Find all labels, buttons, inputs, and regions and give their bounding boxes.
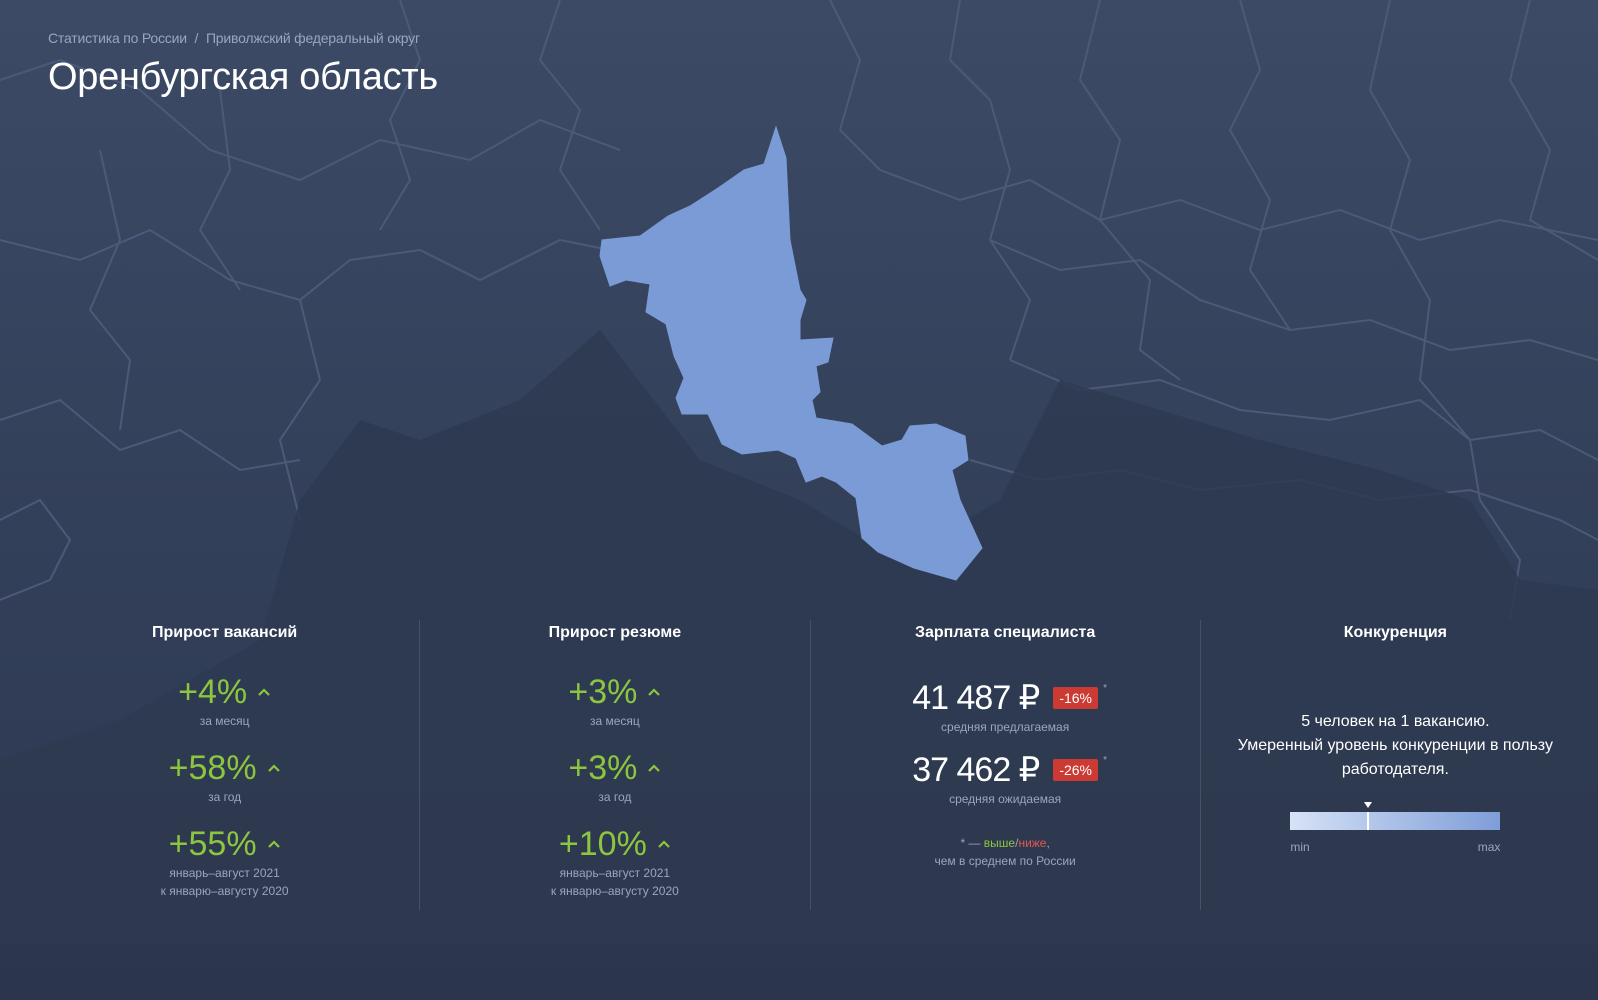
vacancies-period-label-line1: январь–август 2021 <box>169 866 280 880</box>
scale-min-label: min <box>1290 840 1310 854</box>
vacancies-title: Прирост вакансий <box>151 624 298 641</box>
footnote-lower: ниже <box>1018 836 1047 850</box>
competition-title: Конкуренция <box>1343 624 1447 641</box>
vacancies-period: +55% январь–август 2021 к январю–августу… <box>30 824 419 900</box>
salary-offered-label: средняя предлагаемая <box>941 720 1070 734</box>
salary-expected-star: * <box>1103 755 1107 766</box>
salary-footnote: * — выше/ниже, чем в среднем по России <box>811 834 1200 870</box>
vacancies-period-value: +55% <box>168 825 257 863</box>
competition-scale: min max <box>1290 802 1501 854</box>
salary-offered: 41 487 ₽ -16% * средняя предлагаемая <box>811 678 1200 736</box>
vacancies-column: Прирост вакансий +4% за месяц +58% за го… <box>30 620 419 910</box>
breadcrumb-separator: / <box>194 30 199 46</box>
resumes-year-label: за год <box>598 790 632 804</box>
footnote-slash: / <box>1015 836 1019 850</box>
salary-expected-badge-text: -26% <box>1059 762 1092 778</box>
vacancies-month-value: +4% <box>178 673 248 711</box>
page-title: Оренбургская область <box>48 56 438 98</box>
southern-area <box>0 330 1598 1000</box>
breadcrumb-root-link[interactable]: Статистика по России <box>48 30 187 46</box>
breadcrumb: Статистика по России / Приволжский федер… <box>48 30 438 46</box>
bottom-strip <box>0 945 1598 1000</box>
competition-text-line2: Умеренный уровень конкуренции в пользу р… <box>1237 737 1553 778</box>
resumes-period-value: +10% <box>558 825 647 863</box>
resumes-period: +10% январь–август 2021 к январю–августу… <box>420 824 809 900</box>
vacancies-month: +4% за месяц <box>30 672 419 730</box>
competition-scale-bar <box>1290 802 1501 830</box>
arrow-up-icon <box>267 764 280 772</box>
vacancies-month-label: за месяц <box>199 714 250 728</box>
breadcrumb-parent-link[interactable]: Приволжский федеральный округ <box>205 30 420 46</box>
vacancies-year-value: +58% <box>168 749 257 787</box>
salary-offered-value: 41 487 ₽ <box>912 679 1040 717</box>
arrow-up-icon <box>648 688 661 696</box>
resumes-period-label-line1: январь–август 2021 <box>559 866 671 880</box>
footnote-line2: чем в среднем по России <box>934 854 1076 868</box>
footnote-prefix: * — <box>960 836 984 850</box>
salary-offered-badge: -16% * <box>1053 683 1107 709</box>
scale-max-label: max <box>1477 840 1501 854</box>
salary-offered-star: * <box>1103 683 1107 694</box>
resumes-column: Прирост резюме +3% за месяц +3% за год +… <box>419 620 809 910</box>
resumes-year-value: +3% <box>568 749 638 787</box>
footnote-line1: * — выше/ниже, <box>811 834 1200 852</box>
resumes-month-label: за месяц <box>589 714 640 728</box>
competition-column: Конкуренция 5 человек на 1 вакансию. Уме… <box>1199 620 1590 910</box>
salary-title: Зарплата специалиста <box>914 624 1096 641</box>
competition-scale-marker <box>1364 802 1373 808</box>
orenburg-region-shape[interactable] <box>599 125 983 581</box>
resumes-year: +3% за год <box>420 748 809 806</box>
salary-column: Зарплата специалиста 41 487 ₽ -16% * сре… <box>809 620 1200 910</box>
arrow-up-icon <box>258 688 270 696</box>
vacancies-year-label: за год <box>208 790 242 804</box>
salary-expected-value: 37 462 ₽ <box>912 751 1040 789</box>
resumes-period-label-line2: к январю–августу 2020 <box>550 884 679 898</box>
stats-panel: Прирост вакансий +4% за месяц +58% за го… <box>30 620 1590 910</box>
resumes-title: Прирост резюме <box>548 624 682 641</box>
vacancies-year: +58% за год <box>30 748 419 806</box>
salary-expected-badge: -26% * <box>1053 755 1107 781</box>
competition-scale-tick <box>1367 812 1370 830</box>
footnote-higher: выше <box>983 836 1016 850</box>
salary-expected: 37 462 ₽ -26% * средняя ожидаемая <box>811 750 1200 808</box>
footnote-comma: , <box>1046 836 1050 850</box>
arrow-up-icon <box>658 840 670 848</box>
salary-offered-badge-text: -16% <box>1059 690 1092 706</box>
resumes-month: +3% за месяц <box>420 672 809 730</box>
vacancies-period-label-line2: к январю–августу 2020 <box>160 884 289 898</box>
competition-scale-labels: min max <box>1290 840 1500 854</box>
resumes-month-value: +3% <box>568 673 638 711</box>
salary-expected-label: средняя ожидаемая <box>949 792 1062 806</box>
arrow-up-icon <box>648 764 661 772</box>
header: Статистика по России / Приволжский федер… <box>48 30 438 99</box>
competition-text: 5 человек на 1 вакансию. Умеренный урове… <box>1201 710 1590 782</box>
arrow-up-icon <box>267 840 280 848</box>
competition-text-line1: 5 человек на 1 вакансию. <box>1301 713 1490 730</box>
